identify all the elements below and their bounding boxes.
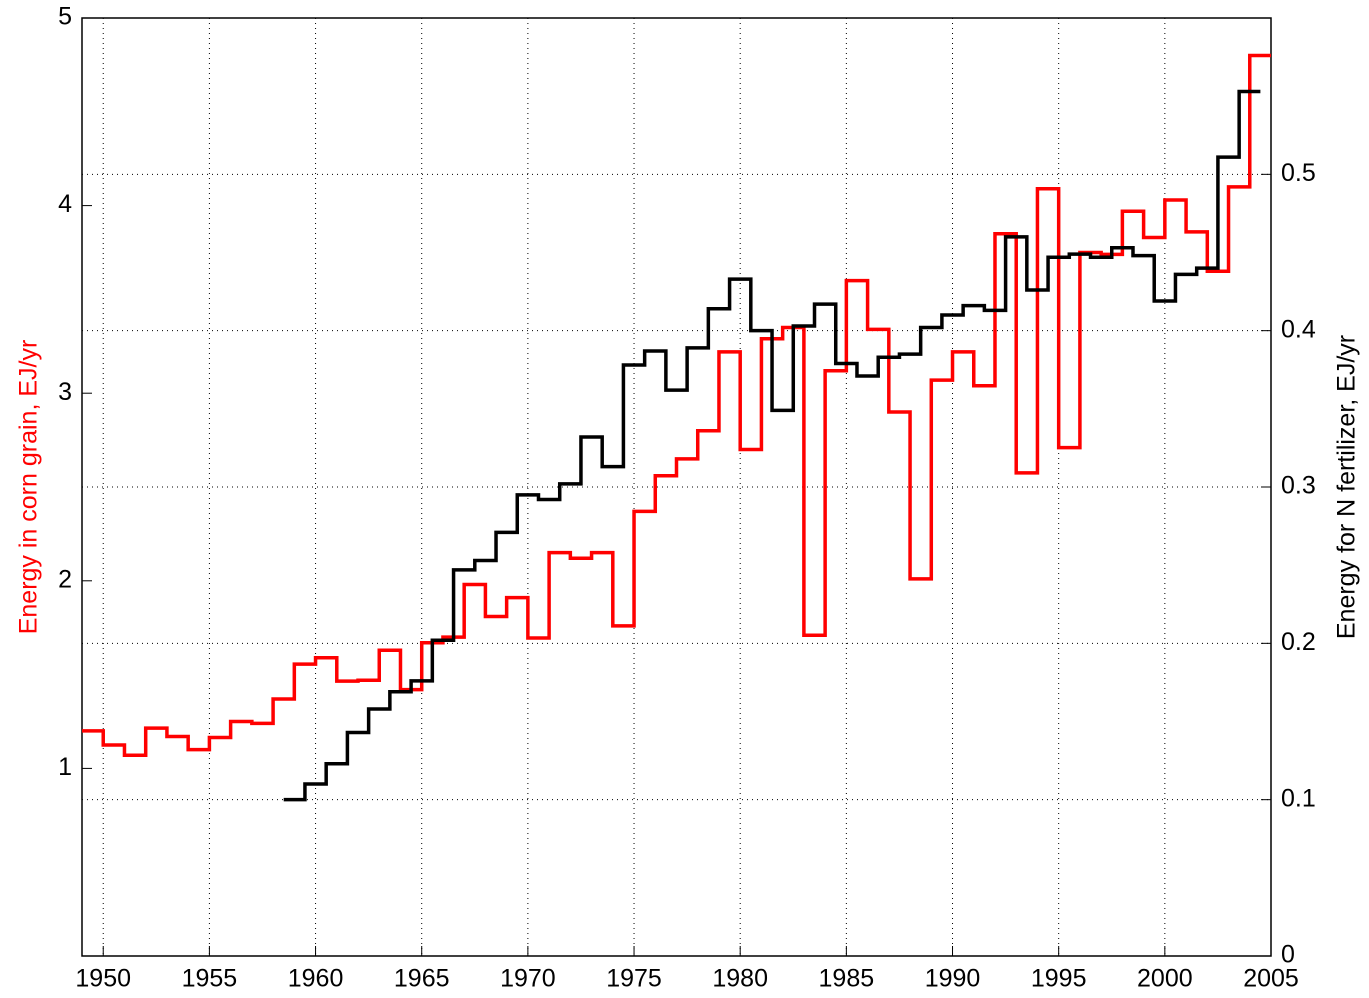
x-tick-label: 1995 [1031, 965, 1087, 993]
x-tick-label: 1965 [394, 965, 450, 993]
step-line [82, 53, 1271, 758]
y2-tick-label: 0.3 [1281, 472, 1316, 500]
y-tick-label: 3 [58, 378, 72, 406]
y-axis-label: Energy in corn grain, EJ/yr [15, 340, 43, 635]
y2-axis-label: Energy for N fertilizer, EJ/yr [1333, 335, 1361, 639]
step-line [283, 89, 1261, 802]
y-tick-label: 2 [58, 565, 72, 593]
x-tick-label: 1970 [500, 965, 556, 993]
x-tick-label: 1985 [819, 965, 875, 993]
y2-tick-label: 0 [1281, 941, 1295, 969]
y2-tick-label: 0.4 [1281, 315, 1316, 343]
y-tick-label: 5 [58, 3, 72, 31]
x-tick-label: 2005 [1243, 965, 1299, 993]
y2-tick-label: 0.5 [1281, 159, 1316, 187]
y-tick-label: 4 [58, 190, 72, 218]
y-tick-label: 1 [58, 753, 72, 781]
x-tick-label: 1975 [606, 965, 662, 993]
y2-tick-label: 0.2 [1281, 628, 1316, 656]
x-tick-label: 1955 [182, 965, 238, 993]
x-tick-label: 1960 [288, 965, 344, 993]
x-tick-label: 1990 [925, 965, 981, 993]
y2-tick-label: 0.1 [1281, 784, 1316, 812]
x-tick-label: 1980 [712, 965, 768, 993]
plot-frame [81, 17, 1272, 957]
x-tick-label: 1950 [75, 965, 131, 993]
x-tick-label: 2000 [1137, 965, 1193, 993]
